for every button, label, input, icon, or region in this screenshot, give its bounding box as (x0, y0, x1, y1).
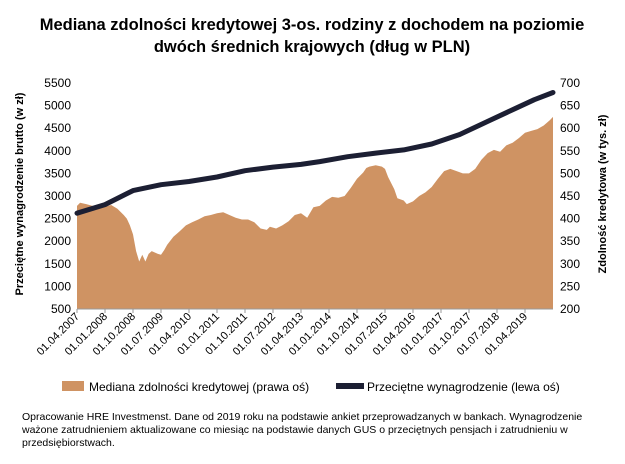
left-tick-label: 3500 (44, 166, 71, 180)
left-axis-ticks: 500 1000 1500 2000 2500 3000 3500 4000 4500 5000 5… (44, 76, 71, 316)
right-tick-label: 450 (560, 189, 580, 203)
right-tick-label: 350 (560, 234, 580, 248)
line-series-average-wage (74, 90, 556, 216)
left-tick-label: 1000 (44, 279, 71, 293)
right-tick-label: 300 (560, 257, 580, 271)
footnote: Opracowanie HRE Investmenst. Dane od 201… (22, 411, 583, 449)
legend-label-area: Mediana zdolności kredytowej (prawa oś) (89, 380, 309, 394)
left-tick-label: 1500 (44, 257, 71, 271)
left-tick-label: 3000 (44, 189, 71, 203)
right-tick-label: 200 (560, 302, 580, 316)
chart-title-line1: Mediana zdolności kredytowej 3-os. rodzi… (40, 16, 585, 34)
right-tick-label: 250 (560, 279, 580, 293)
legend-swatch-area (62, 381, 84, 391)
left-tick-label: 2500 (44, 212, 71, 226)
left-tick-label: 4000 (44, 144, 71, 158)
right-tick-label: 550 (560, 144, 580, 158)
legend-label-line: Przeciętne wynagrodzenie (lewa oś) (367, 380, 560, 394)
left-tick-label: 500 (51, 302, 71, 316)
area-series-credit-capacity (77, 116, 553, 310)
x-axis-ticks: 01.04.200701.01.200801.10.200801.07.2009… (35, 309, 530, 358)
left-tick-label: 5500 (44, 76, 71, 90)
legend: Mediana zdolności kredytowej (prawa oś) … (62, 380, 560, 394)
left-tick-label: 4500 (44, 121, 71, 135)
right-tick-label: 500 (560, 166, 580, 180)
left-axis-title: Przeciętne wynagrodzenie brutto (w zł) (14, 92, 26, 295)
right-tick-label: 650 (560, 99, 580, 113)
chart-title-line2: dwóch średnich krajowych (dług w PLN) (154, 38, 470, 56)
right-axis-title: Zdolność kredytowa (w tys. zł) (597, 114, 609, 273)
right-tick-label: 400 (560, 212, 580, 226)
right-tick-label: 700 (560, 76, 580, 90)
left-tick-label: 5000 (44, 99, 71, 113)
right-axis-ticks: 200 250 300 350 400 450 500 550 600 650 700 (560, 76, 580, 316)
plot-area (74, 90, 556, 310)
right-tick-label: 600 (560, 121, 580, 135)
left-tick-label: 2000 (44, 234, 71, 248)
